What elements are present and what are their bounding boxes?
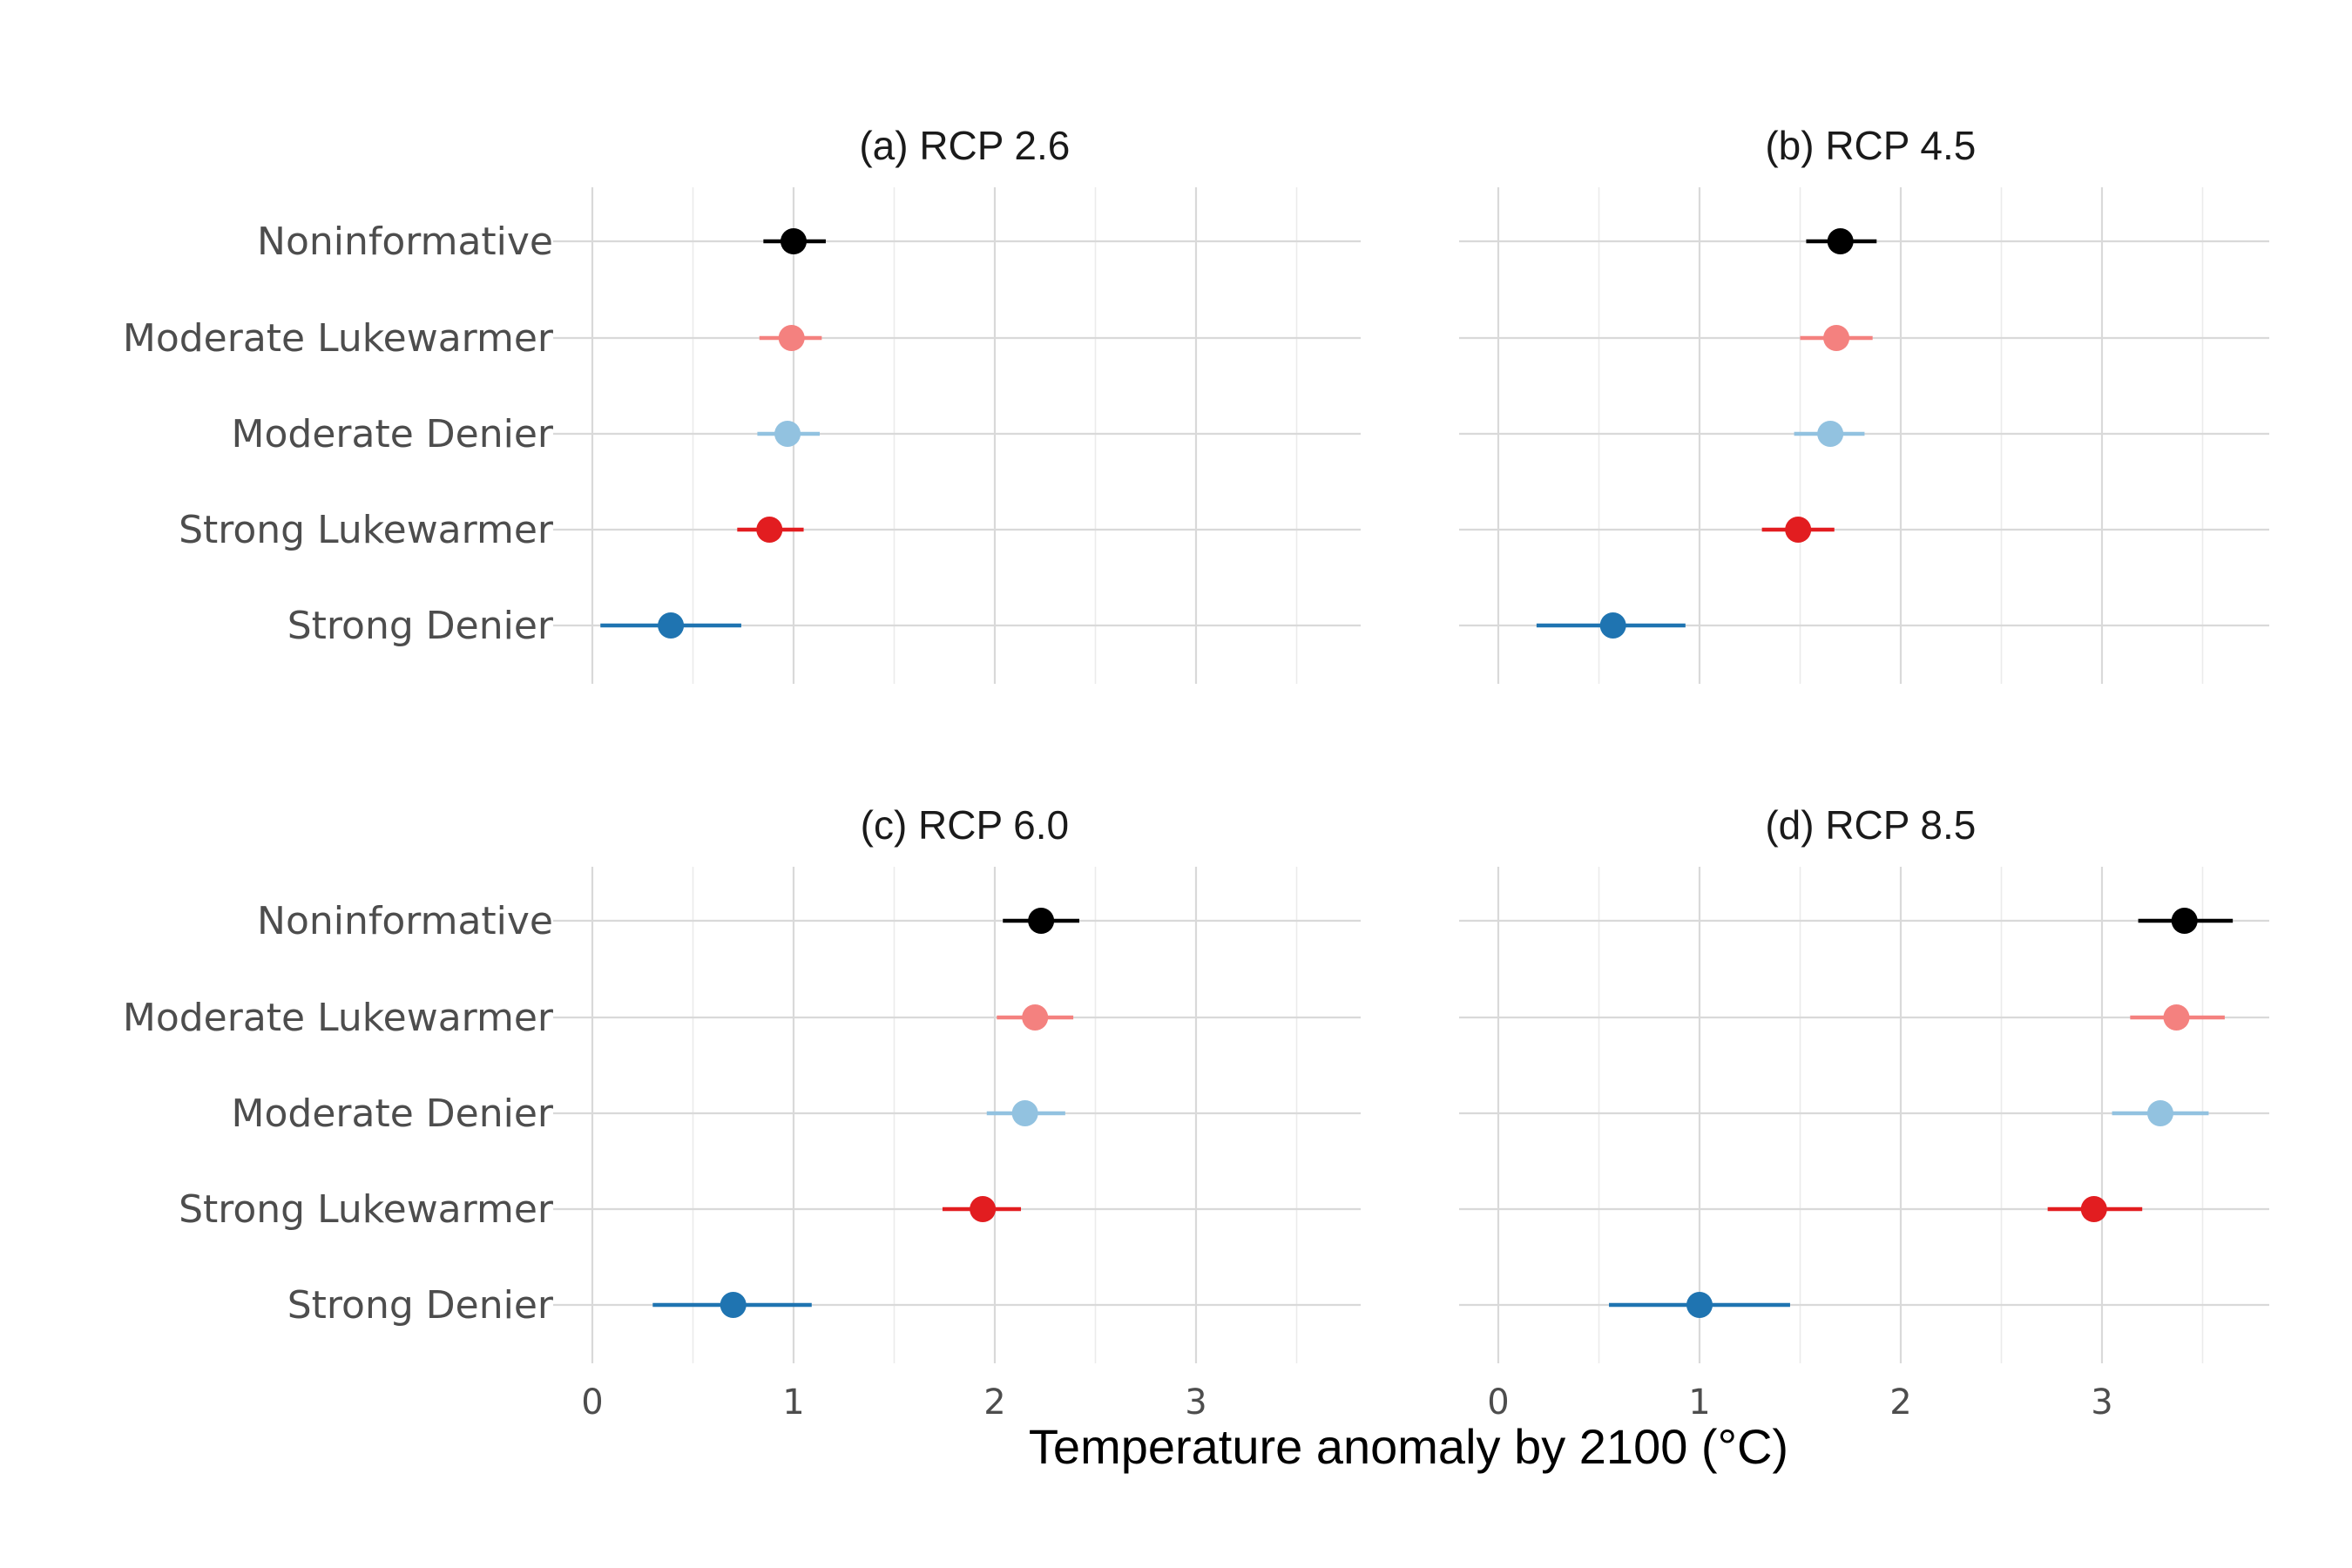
estimate-point (781, 228, 807, 254)
estimate-point (2163, 1004, 2190, 1031)
x-tick-label: 2 (1889, 1382, 1911, 1423)
estimate-point (756, 517, 783, 543)
category-label: Moderate Lukewarmer (123, 996, 554, 1040)
category-label: Noninformative (257, 220, 553, 264)
estimate-point (1028, 908, 1055, 934)
panel-title: (a) RCP 2.6 (859, 123, 1070, 168)
category-label: Strong Denier (287, 1283, 554, 1328)
x-tick-label: 3 (1185, 1382, 1206, 1423)
category-label: Noninformative (257, 899, 553, 943)
estimate-point (658, 612, 685, 639)
estimate-point (1817, 421, 1844, 447)
x-tick-label: 1 (1688, 1382, 1710, 1423)
panel-title: (c) RCP 6.0 (861, 802, 1069, 848)
estimate-point (2146, 1100, 2173, 1126)
category-label: Moderate Denier (232, 1092, 554, 1136)
x-tick-label: 3 (2091, 1382, 2112, 1423)
estimate-point (1686, 1292, 1713, 1318)
category-label: Strong Lukewarmer (179, 1187, 554, 1232)
panels-group: (a) RCP 2.6 Noninformative Moderate Lukewa… (123, 123, 2269, 1423)
panel-2: (c) RCP 6.0 Noninformative Moderate Lukewa… (123, 802, 1361, 1423)
estimate-point (1827, 228, 1854, 254)
estimate-point (970, 1196, 997, 1222)
category-label: Strong Lukewarmer (179, 508, 554, 552)
x-tick-label: 0 (1487, 1382, 1509, 1423)
estimate-point (1011, 1100, 1038, 1126)
x-tick-label: 1 (782, 1382, 804, 1423)
estimate-point (1022, 1004, 1049, 1031)
x-tick-label: 2 (983, 1382, 1005, 1423)
panel-1: (b) RCP 4.5 (1459, 123, 2269, 684)
x-tick-label: 0 (581, 1382, 603, 1423)
panel-title: (d) RCP 8.5 (1765, 802, 1976, 848)
x-axis-title: Temperature anomaly by 2100 (°C) (1029, 1419, 1788, 1474)
estimate-point (1823, 325, 1850, 351)
estimate-point (778, 325, 805, 351)
estimate-point (2171, 908, 2198, 934)
panel-0: (a) RCP 2.6 Noninformative Moderate Lukewa… (123, 123, 1361, 684)
estimate-point (1785, 517, 1812, 543)
category-label: Strong Denier (287, 604, 554, 648)
category-label: Moderate Lukewarmer (123, 316, 554, 361)
panel-title: (b) RCP 4.5 (1765, 123, 1976, 168)
category-label: Moderate Denier (232, 412, 554, 456)
estimate-point (1599, 612, 1626, 639)
panel-3: (d) RCP 8.5 0 1 2 3 (1459, 802, 2269, 1423)
estimate-point (720, 1292, 747, 1318)
estimate-point (774, 421, 801, 447)
estimate-point (2080, 1196, 2107, 1222)
